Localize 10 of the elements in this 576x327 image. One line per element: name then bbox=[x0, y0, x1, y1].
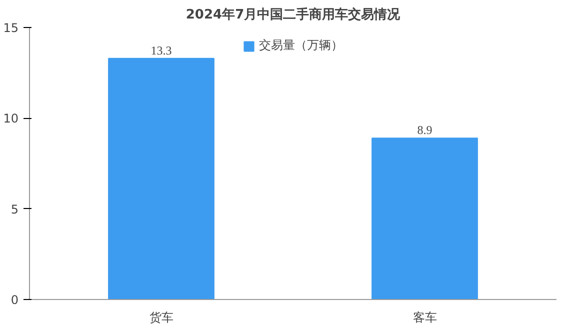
data-label: 13.3 bbox=[150, 43, 172, 58]
y-tick-label: 5 bbox=[10, 202, 19, 216]
legend-label: 交易量（万辆） bbox=[259, 37, 343, 54]
chart-title: 2024年7月中国二手商用车交易情况 bbox=[186, 6, 402, 22]
x-tick-label: 客车 bbox=[412, 310, 437, 324]
data-label: 8.9 bbox=[417, 123, 432, 138]
x-tick-label: 货车 bbox=[149, 310, 174, 324]
y-tick-label: 15 bbox=[3, 21, 19, 35]
y-tick-label: 10 bbox=[3, 112, 19, 126]
y-tick-label: 0 bbox=[10, 293, 19, 307]
